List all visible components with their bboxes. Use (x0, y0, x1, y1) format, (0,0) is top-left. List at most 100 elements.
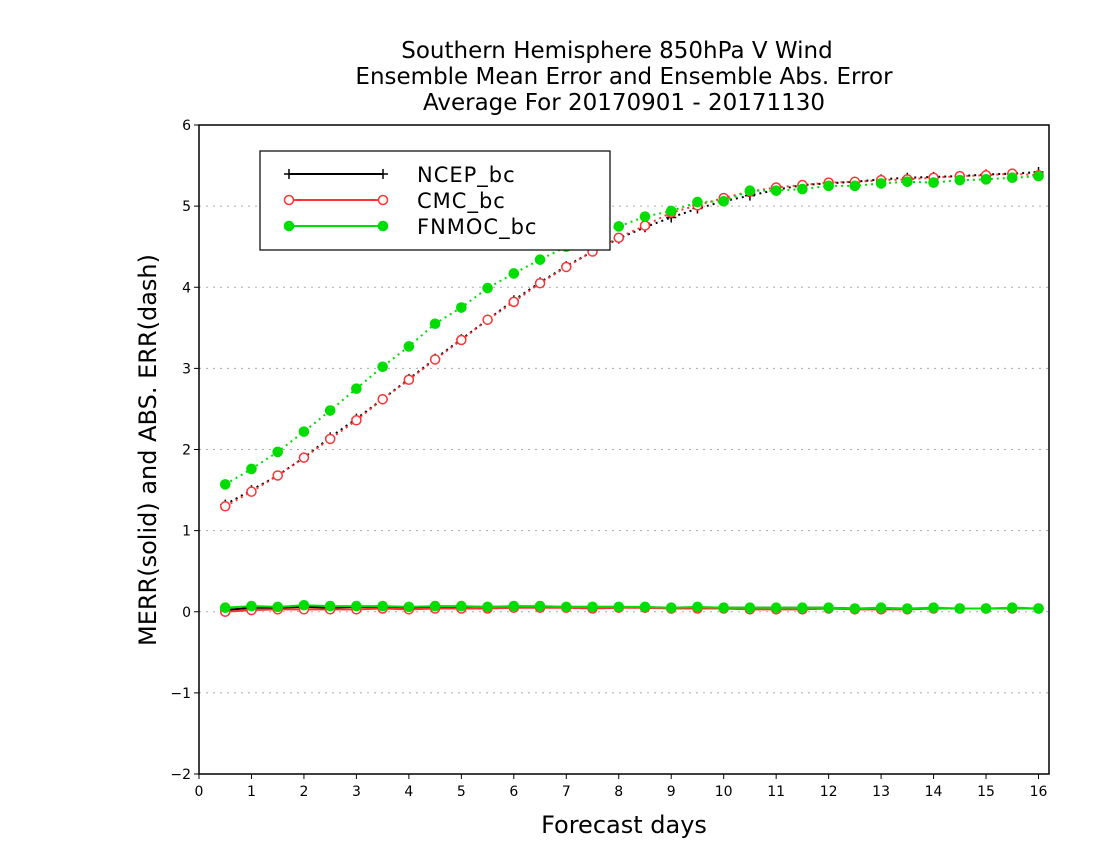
abs-err-point (508, 268, 520, 279)
y-tick-label: 1 (182, 524, 191, 540)
abs-err-point (954, 174, 966, 186)
merr-point (351, 600, 362, 612)
abs-err-point (298, 426, 310, 437)
abs-err-point (1006, 172, 1018, 184)
abs-err-point (875, 178, 887, 189)
merr-point (482, 601, 493, 613)
abs-err-point (770, 185, 782, 197)
legend-label: FNMOC_bc (417, 215, 537, 240)
merr-point (875, 602, 887, 613)
abs-err-point (823, 180, 834, 192)
merr-point (246, 600, 257, 612)
merr-point (534, 600, 546, 612)
merr-point (298, 599, 310, 611)
abs-err-point (429, 318, 441, 330)
abs-err-point (902, 176, 913, 188)
abs-err-point (980, 174, 992, 185)
y-tick-label: 3 (182, 361, 191, 377)
plot-frame (198, 124, 1050, 775)
legend-label: NCEP_bc (417, 163, 516, 188)
merr-point (902, 603, 913, 614)
x-tick-label: 4 (404, 784, 413, 800)
abs-err-point (665, 205, 677, 217)
abs-err-point (403, 341, 415, 352)
merr-point (560, 601, 572, 613)
abs-err-point (744, 185, 756, 197)
x-tick-label: 0 (195, 784, 204, 800)
abs-err-point (324, 433, 336, 445)
abs-err-point (928, 177, 939, 188)
merr-point (928, 602, 939, 613)
chart-title-line-3: Average For 20170901 - 20171130 (423, 90, 825, 116)
x-tick-label: 14 (925, 784, 943, 800)
merr-point (744, 602, 756, 613)
merr-point (1033, 603, 1044, 614)
merr-point (1006, 602, 1018, 613)
legend-marker (284, 169, 294, 179)
abs-err-point (639, 220, 651, 231)
series-FNMOC_bc (219, 170, 1044, 614)
merr-point (980, 603, 992, 614)
y-tick-label: −2 (170, 767, 191, 783)
legend-marker (377, 194, 389, 206)
abs-err-point (613, 232, 625, 244)
merr-point (219, 602, 231, 613)
merr-point (770, 602, 782, 613)
x-tick-label: 2 (299, 784, 308, 800)
abs-err-point (1033, 170, 1044, 182)
abs-err-point (718, 195, 729, 207)
legend-marker (283, 220, 295, 232)
abs-err-line-CMC_bc (224, 172, 1039, 508)
x-tick-label: 15 (977, 784, 995, 800)
abs-err-point (351, 415, 362, 426)
abs-err-point (456, 334, 467, 346)
y-tick-label: 4 (182, 280, 191, 296)
series-layer (219, 167, 1044, 617)
x-tick-label: 16 (1030, 784, 1048, 800)
abs-err-point (298, 452, 310, 463)
chart-title-line-1: Southern Hemisphere 850hPa V Wind (401, 38, 832, 64)
merr-point (613, 601, 625, 613)
x-tick-label: 3 (352, 784, 361, 800)
merr-point (639, 601, 651, 613)
abs-err-point (534, 277, 546, 289)
merr-point (403, 601, 415, 613)
y-tick-label: 5 (182, 199, 191, 215)
abs-err-point (482, 282, 493, 294)
x-tick-label: 10 (715, 784, 733, 800)
merr-point (823, 602, 834, 613)
x-tick-label: 9 (667, 784, 676, 800)
abs-err-point (692, 196, 703, 208)
abs-err-point (246, 486, 257, 497)
abs-err-point (403, 374, 415, 385)
legend-marker (378, 169, 388, 179)
legend-label: CMC_bc (417, 189, 506, 214)
abs-err-point (849, 180, 861, 192)
x-tick-label: 1 (247, 784, 256, 800)
y-tick-label: −1 (170, 686, 191, 702)
merr-point (954, 603, 966, 614)
merr-point (377, 600, 388, 612)
x-tick-label: 8 (614, 784, 623, 800)
merr-point (718, 602, 729, 613)
merr-point (692, 601, 703, 613)
abs-err-point (351, 383, 362, 394)
x-axis-label: Forecast days (541, 811, 707, 839)
legend-item-NCEP_bc: NCEP_bc (284, 163, 516, 188)
legend-item-FNMOC_bc: FNMOC_bc (283, 215, 537, 240)
abs-err-point (246, 463, 257, 475)
abs-err-point (797, 183, 808, 195)
abs-err-point (534, 254, 546, 265)
merr-point (272, 601, 284, 613)
x-tick-label: 5 (457, 784, 466, 800)
legend-marker (377, 220, 389, 232)
abs-err-point (639, 211, 651, 222)
merr-point (456, 600, 467, 612)
chart-title-line-2: Ensemble Mean Error and Ensemble Abs. Er… (355, 64, 893, 90)
merr-point (324, 600, 336, 612)
abs-err-point (324, 405, 336, 416)
x-tick-label: 11 (767, 784, 785, 800)
